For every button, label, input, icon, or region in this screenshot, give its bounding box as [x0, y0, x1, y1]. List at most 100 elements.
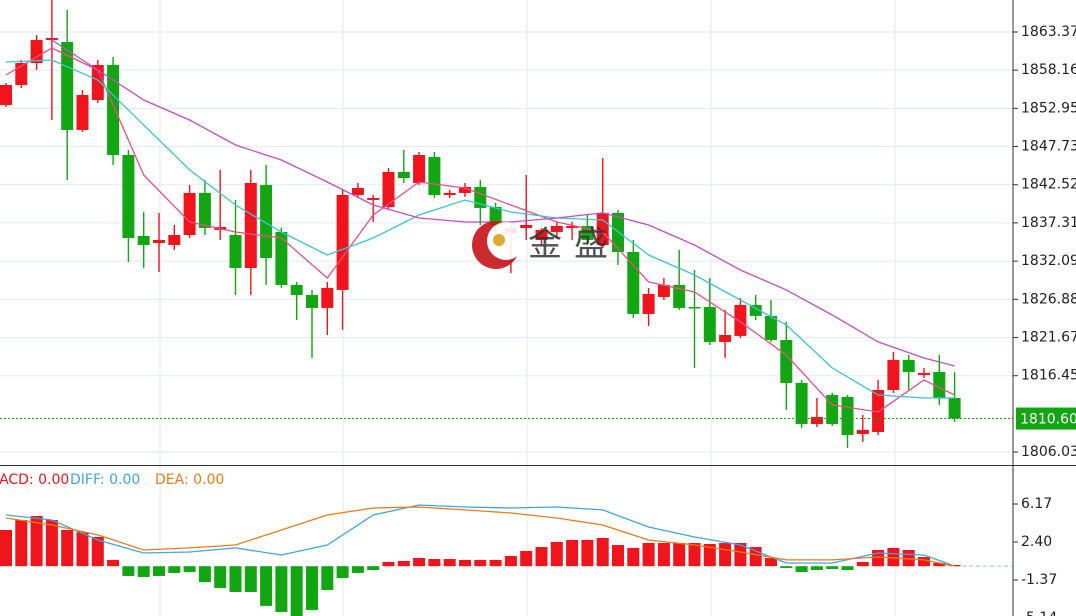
macd-bar	[30, 515, 43, 567]
candle-body	[642, 293, 655, 314]
macd-bar	[504, 556, 517, 567]
macd-bar	[367, 566, 380, 571]
candle-body	[826, 394, 839, 424]
candle-body	[428, 156, 441, 195]
candle-body	[413, 155, 426, 183]
candle-body	[183, 192, 196, 235]
macd-bar	[918, 557, 930, 567]
macd-bar	[719, 543, 732, 567]
macd-bar	[168, 566, 181, 573]
candle-body	[918, 372, 930, 375]
y-tick-label: 2.40	[1021, 534, 1052, 550]
candle-body	[489, 207, 502, 225]
macd-bar	[657, 543, 670, 567]
y-tick-label: 1832.09	[1021, 253, 1076, 269]
y-tick-label: 6.17	[1021, 496, 1052, 512]
candle-body	[550, 225, 563, 232]
indicator-line	[51, 39, 955, 367]
candle-body	[306, 294, 318, 308]
macd-bar	[321, 566, 334, 590]
macd-bar	[856, 561, 869, 567]
candle-body	[856, 429, 869, 434]
macd-bar	[214, 566, 227, 588]
candle-body	[810, 416, 823, 424]
macd-bar	[15, 520, 28, 567]
y-tick-label: 1821.67	[1021, 329, 1076, 345]
candle-body	[275, 231, 288, 285]
candle-body	[765, 315, 777, 340]
macd-bar	[933, 562, 946, 567]
macd-bar	[229, 566, 242, 592]
indicator-line	[5, 59, 955, 399]
y-tick-label: 1816.45	[1021, 368, 1076, 384]
candle-body	[91, 64, 104, 100]
candle-body	[734, 304, 747, 336]
candle-body	[198, 192, 211, 228]
macd-bar	[780, 566, 793, 568]
macd-bar	[397, 560, 410, 567]
candle-body	[749, 304, 762, 316]
candle-body	[872, 389, 885, 432]
macd-bar	[443, 559, 456, 567]
legend-entry: DIFF: 0.00	[70, 472, 140, 488]
candle-body	[520, 224, 533, 228]
macd-bar	[45, 520, 58, 567]
macd-bar	[734, 543, 747, 567]
macd-bar	[336, 566, 349, 578]
candle-body	[76, 95, 89, 130]
candle-body	[153, 239, 165, 243]
macd-bar	[474, 559, 487, 567]
candle-body	[902, 359, 915, 372]
candle-body	[382, 171, 395, 208]
macd-bar	[183, 566, 196, 573]
watermark-text: 金盛	[528, 225, 620, 265]
candle-body	[673, 284, 686, 308]
candle-body	[367, 197, 380, 200]
last-price-label: 1810.60	[1020, 412, 1076, 428]
candle-body	[45, 38, 58, 40]
macd-bar	[91, 536, 104, 567]
macd-bar	[581, 539, 594, 567]
candle-body	[688, 306, 701, 309]
y-tick-label: 1826.88	[1021, 291, 1076, 307]
macd-bar	[198, 566, 211, 583]
candle-body	[0, 84, 12, 105]
macd-bar	[566, 539, 579, 567]
candle-body	[933, 371, 946, 398]
candle-body	[566, 225, 579, 228]
y-tick-label: 1863.37	[1021, 24, 1076, 40]
macd-bar	[550, 541, 563, 567]
candle-body	[321, 287, 334, 308]
macd-bar	[703, 544, 716, 567]
macd-bar	[76, 532, 89, 567]
y-tick-label: -5.14	[1021, 610, 1057, 616]
candle-body	[397, 171, 410, 179]
y-tick-label: 1858.16	[1021, 62, 1076, 78]
macd-bar	[535, 547, 548, 567]
candle-body	[290, 284, 303, 295]
macd-bar	[673, 543, 686, 567]
macd-bar	[122, 566, 135, 576]
candle-body	[887, 359, 900, 390]
macd-bar	[306, 566, 318, 611]
macd-bar	[275, 566, 288, 612]
macd-bar	[0, 530, 12, 567]
macd-bar	[520, 550, 533, 567]
macd-bar	[810, 566, 823, 571]
y-tick-label: 1837.31	[1021, 215, 1076, 231]
macd-bar	[627, 547, 640, 567]
macd-bar	[887, 547, 900, 567]
indicator-line	[5, 506, 955, 567]
candle-body	[260, 184, 273, 258]
candle-body	[719, 334, 732, 342]
candle-body	[443, 192, 456, 195]
macd-bar	[290, 566, 303, 616]
candle-body	[780, 339, 793, 383]
candle-body	[30, 39, 43, 63]
candle-body	[351, 187, 364, 195]
candle-body	[795, 382, 808, 424]
indicator-line	[5, 504, 955, 567]
candle-body	[244, 182, 257, 268]
